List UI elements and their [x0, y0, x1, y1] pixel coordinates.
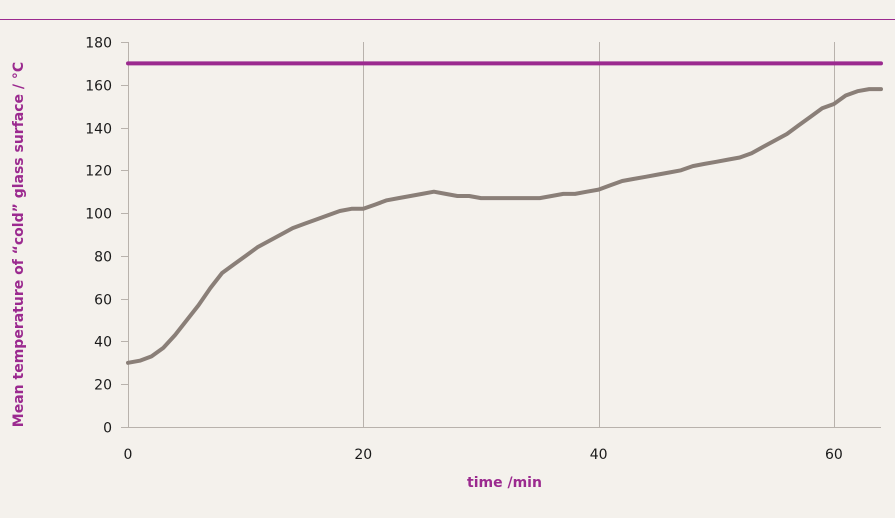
axes	[121, 42, 881, 428]
x-tick-label: 0	[124, 447, 133, 463]
y-tick-label: 60	[94, 293, 112, 309]
y-tick-label: 160	[85, 79, 112, 95]
y-tick-label: 100	[85, 207, 112, 223]
x-tick-label: 60	[825, 447, 843, 463]
y-tick-label: 120	[85, 164, 112, 180]
y-tick-label: 140	[85, 122, 112, 138]
x-tick-label: 40	[590, 447, 608, 463]
grid-lines	[363, 42, 835, 427]
y-tick-label: 40	[94, 335, 112, 351]
y-tick-label: 180	[85, 36, 112, 52]
tick-labels: 0 20 40 60 80 100 120 140 160 180 0 20 40 60	[85, 36, 843, 464]
data-series	[126, 61, 883, 365]
x-axis-label: time /min	[467, 475, 542, 491]
y-tick-label: 0	[103, 421, 112, 437]
x-tick-label: 20	[354, 447, 372, 463]
y-axis-label: Mean temperature of “cold” glass surface…	[11, 62, 27, 427]
series-line-1	[126, 87, 883, 365]
y-tick-label: 80	[94, 250, 112, 266]
y-tick-label: 20	[94, 378, 112, 394]
